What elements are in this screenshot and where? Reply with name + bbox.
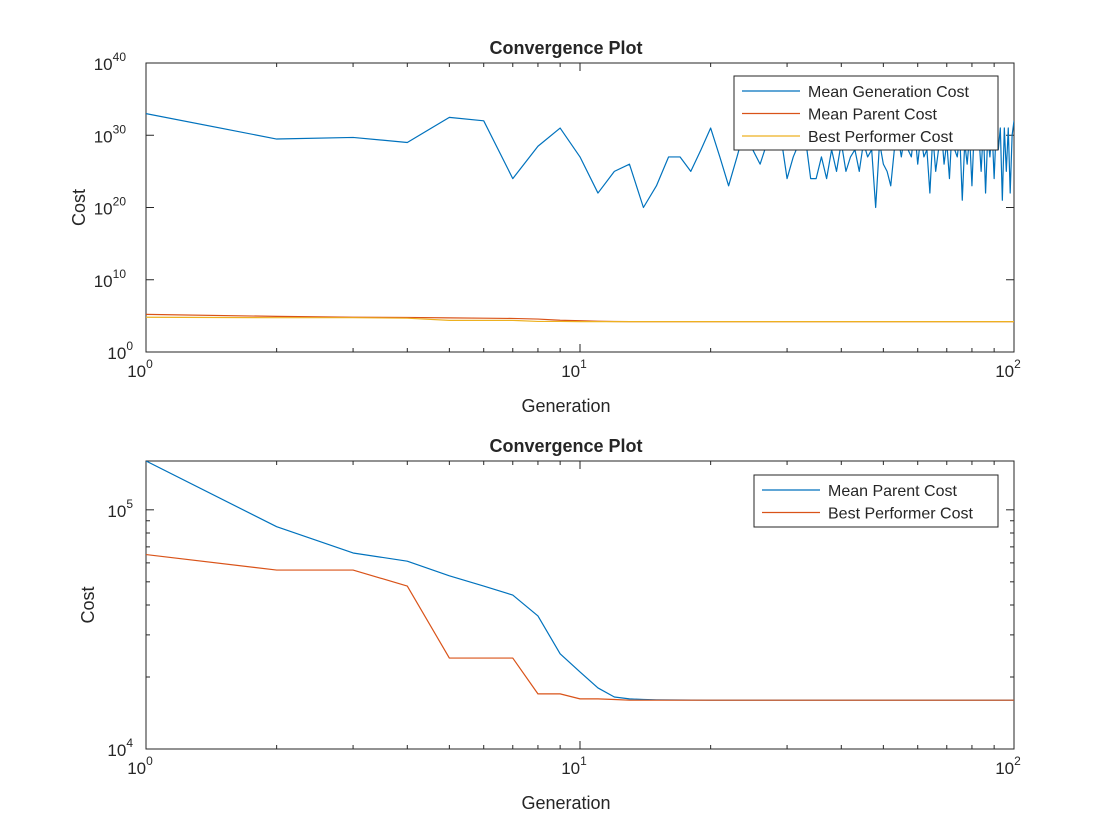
x-tick-label: 101 (561, 357, 587, 381)
x-axis-label: Generation (521, 396, 610, 416)
legend: Mean Generation Cost Mean Parent Cost Best… (733, 75, 999, 151)
series-line-3 (146, 316, 1014, 323)
chart-title: Convergence Plot (489, 436, 642, 456)
y-tick-label: 105 (107, 497, 133, 521)
legend-label: Mean Parent Cost (808, 107, 938, 124)
chart-1: 100 101 102 100 1010 1020 1030 1040 Convergence … (69, 38, 1021, 416)
x-axis-label: Generation (521, 793, 610, 813)
x-tick-label: 102 (995, 754, 1021, 778)
y-axis-label: Cost (69, 189, 89, 226)
chart-title: Convergence Plot (489, 38, 642, 58)
y-tick-label: 1010 (94, 267, 127, 291)
x-tick-label: 100 (127, 357, 153, 381)
x-tick-label: 102 (995, 357, 1021, 381)
y-tick-label: 1020 (94, 195, 127, 219)
chart-2: 100 101 102 104 105 Convergence Plot Generatio… (78, 436, 1021, 813)
y-tick-label: 104 (107, 736, 133, 760)
legend: Mean Parent Cost Best Performer Cost (753, 474, 999, 528)
series-line-2 (146, 553, 1014, 701)
legend-label: Best Performer Cost (828, 506, 973, 523)
series-group (146, 461, 1014, 701)
x-tick-label: 100 (127, 754, 153, 778)
y-tick-label: 100 (107, 339, 133, 363)
legend-label: Mean Generation Cost (808, 84, 970, 101)
legend-label: Best Performer Cost (808, 129, 953, 146)
y-tick-label: 1030 (94, 122, 127, 146)
legend-box (753, 474, 999, 528)
x-tick-label: 101 (561, 754, 587, 778)
y-axis-label: Cost (78, 586, 98, 623)
series-line-1 (146, 112, 1014, 209)
y-tick-label: 1040 (94, 50, 127, 74)
series-group (146, 112, 1014, 323)
legend-label: Mean Parent Cost (828, 483, 958, 500)
